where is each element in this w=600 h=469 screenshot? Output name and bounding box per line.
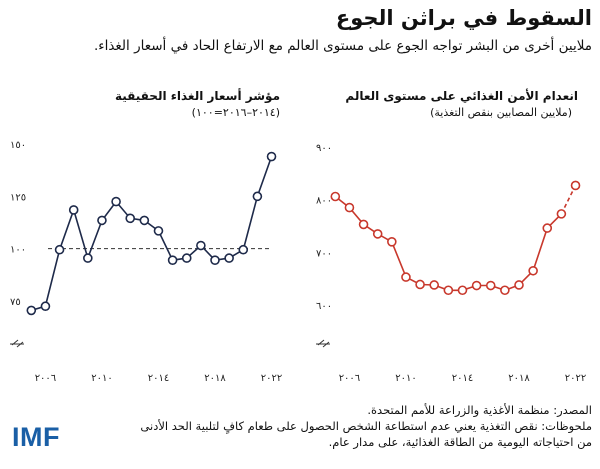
food-insecurity-panel-subtitle: (ملايين المصابين بنقص التغذية) xyxy=(430,106,572,119)
hunger-data-point xyxy=(344,202,355,213)
price-data-point xyxy=(266,151,277,162)
hunger-x-tick-label: ٢٠١٨ xyxy=(508,373,530,384)
price-y-tick-label: ١٢٥ xyxy=(10,192,26,203)
price-data-point xyxy=(83,253,93,263)
price-data-point xyxy=(68,205,79,215)
hunger-axis-break xyxy=(316,339,330,348)
price-data-point xyxy=(97,215,107,226)
hunger-data-point xyxy=(556,209,567,219)
hunger-data-point xyxy=(387,237,397,247)
price-y-tick-label: ١٠٠ xyxy=(10,245,26,256)
hunger-data-point xyxy=(514,280,524,290)
price-data-point xyxy=(111,196,121,207)
hunger-x-tick-label: ٢٠١٠ xyxy=(395,373,416,384)
price-x-tick-label: ٢٠٠٦ xyxy=(35,373,56,384)
source-note: المصدر: منظمة الأغذية والزراعة للأمم الم… xyxy=(367,403,592,417)
price-data-point xyxy=(125,213,136,224)
food-insecurity-panel-title: انعدام الأمن الغذائي على مستوى العالم xyxy=(345,89,578,103)
hunger-x-tick-label: ٢٠٢٢ xyxy=(565,373,586,384)
price-data-point xyxy=(167,255,178,265)
hunger-data-point xyxy=(542,223,553,233)
hunger-data-point xyxy=(570,180,581,191)
price-data-point xyxy=(181,253,192,263)
hunger-x-tick-label: ٢٠١٤ xyxy=(452,373,473,384)
price-axis-break xyxy=(10,339,24,348)
hunger-data-point xyxy=(429,280,440,290)
price-series-line xyxy=(31,156,273,312)
food-price-panel-title: مؤشر أسعار الغذاء الحقيقية xyxy=(114,89,280,103)
hunger-data-point xyxy=(415,279,425,290)
price-data-point xyxy=(224,253,234,263)
price-data-point xyxy=(153,226,164,236)
hunger-y-tick-label: ٩٠٠ xyxy=(316,143,332,154)
price-data-point xyxy=(210,255,220,265)
price-x-tick-label: ٢٠١٨ xyxy=(204,373,226,384)
price-chart: ٧٥ ١٠٠ ١٢٥ ١٥٠ ٢٠٠٦ ٢٠١٠ ٢٠١٤ ٢٠١٨ ٢٠٢٢ xyxy=(10,140,282,384)
price-data-point xyxy=(139,215,150,226)
hunger-data-point xyxy=(471,280,482,291)
footnote-line-2: من احتياجاته اليومية من الطاقة الغذائية،… xyxy=(328,435,592,449)
price-x-tick-label: ٢٠٢٢ xyxy=(261,373,282,384)
price-y-tick-label: ٧٥ xyxy=(10,297,21,308)
price-x-tick-label: ٢٠١٤ xyxy=(148,373,169,384)
hunger-data-point xyxy=(457,285,468,296)
hunger-data-point xyxy=(443,285,454,296)
price-data-point xyxy=(54,244,65,255)
price-data-point xyxy=(252,191,263,202)
hunger-data-point xyxy=(401,272,411,282)
hunger-data-point xyxy=(500,285,510,296)
hunger-y-tick-label: ٦٠٠ xyxy=(316,301,332,312)
hunger-data-point xyxy=(372,229,383,239)
price-data-point xyxy=(40,301,51,312)
hunger-projected-line xyxy=(560,185,577,215)
price-data-point xyxy=(26,305,37,316)
hunger-series-line xyxy=(334,195,562,292)
hunger-y-tick-label: ٨٠٠ xyxy=(316,196,332,207)
hunger-data-point xyxy=(485,280,496,291)
food-price-panel-subtitle: (٢٠١٤–٢٠١٦=١٠٠) xyxy=(191,106,280,119)
hunger-data-point xyxy=(528,265,538,276)
hunger-chart: ٦٠٠ ٧٠٠ ٨٠٠ ٩٠٠ ٢٠٠٦ ٢٠١٠ ٢٠١٤ ٢٠١٨ ٢٠٢٢ xyxy=(316,143,586,384)
chart-subtitle: ملايين أخرى من البشر تواجه الجوع على مست… xyxy=(93,38,592,54)
imf-logo: IMF xyxy=(12,422,60,452)
hunger-data-point xyxy=(358,219,369,230)
price-x-tick-label: ٢٠١٠ xyxy=(91,373,112,384)
hunger-data-point xyxy=(330,191,341,202)
hunger-x-tick-label: ٢٠٠٦ xyxy=(339,373,360,384)
price-data-point xyxy=(196,240,206,251)
footnote-line-1: ملحوظات: نقص التغذية يعني عدم استطاعة ال… xyxy=(140,419,592,433)
price-y-tick-label: ١٥٠ xyxy=(10,140,26,151)
hunger-y-tick-label: ٧٠٠ xyxy=(316,248,332,259)
price-data-point xyxy=(238,244,249,255)
chart-title: السقوط في براثن الجوع xyxy=(335,6,592,30)
